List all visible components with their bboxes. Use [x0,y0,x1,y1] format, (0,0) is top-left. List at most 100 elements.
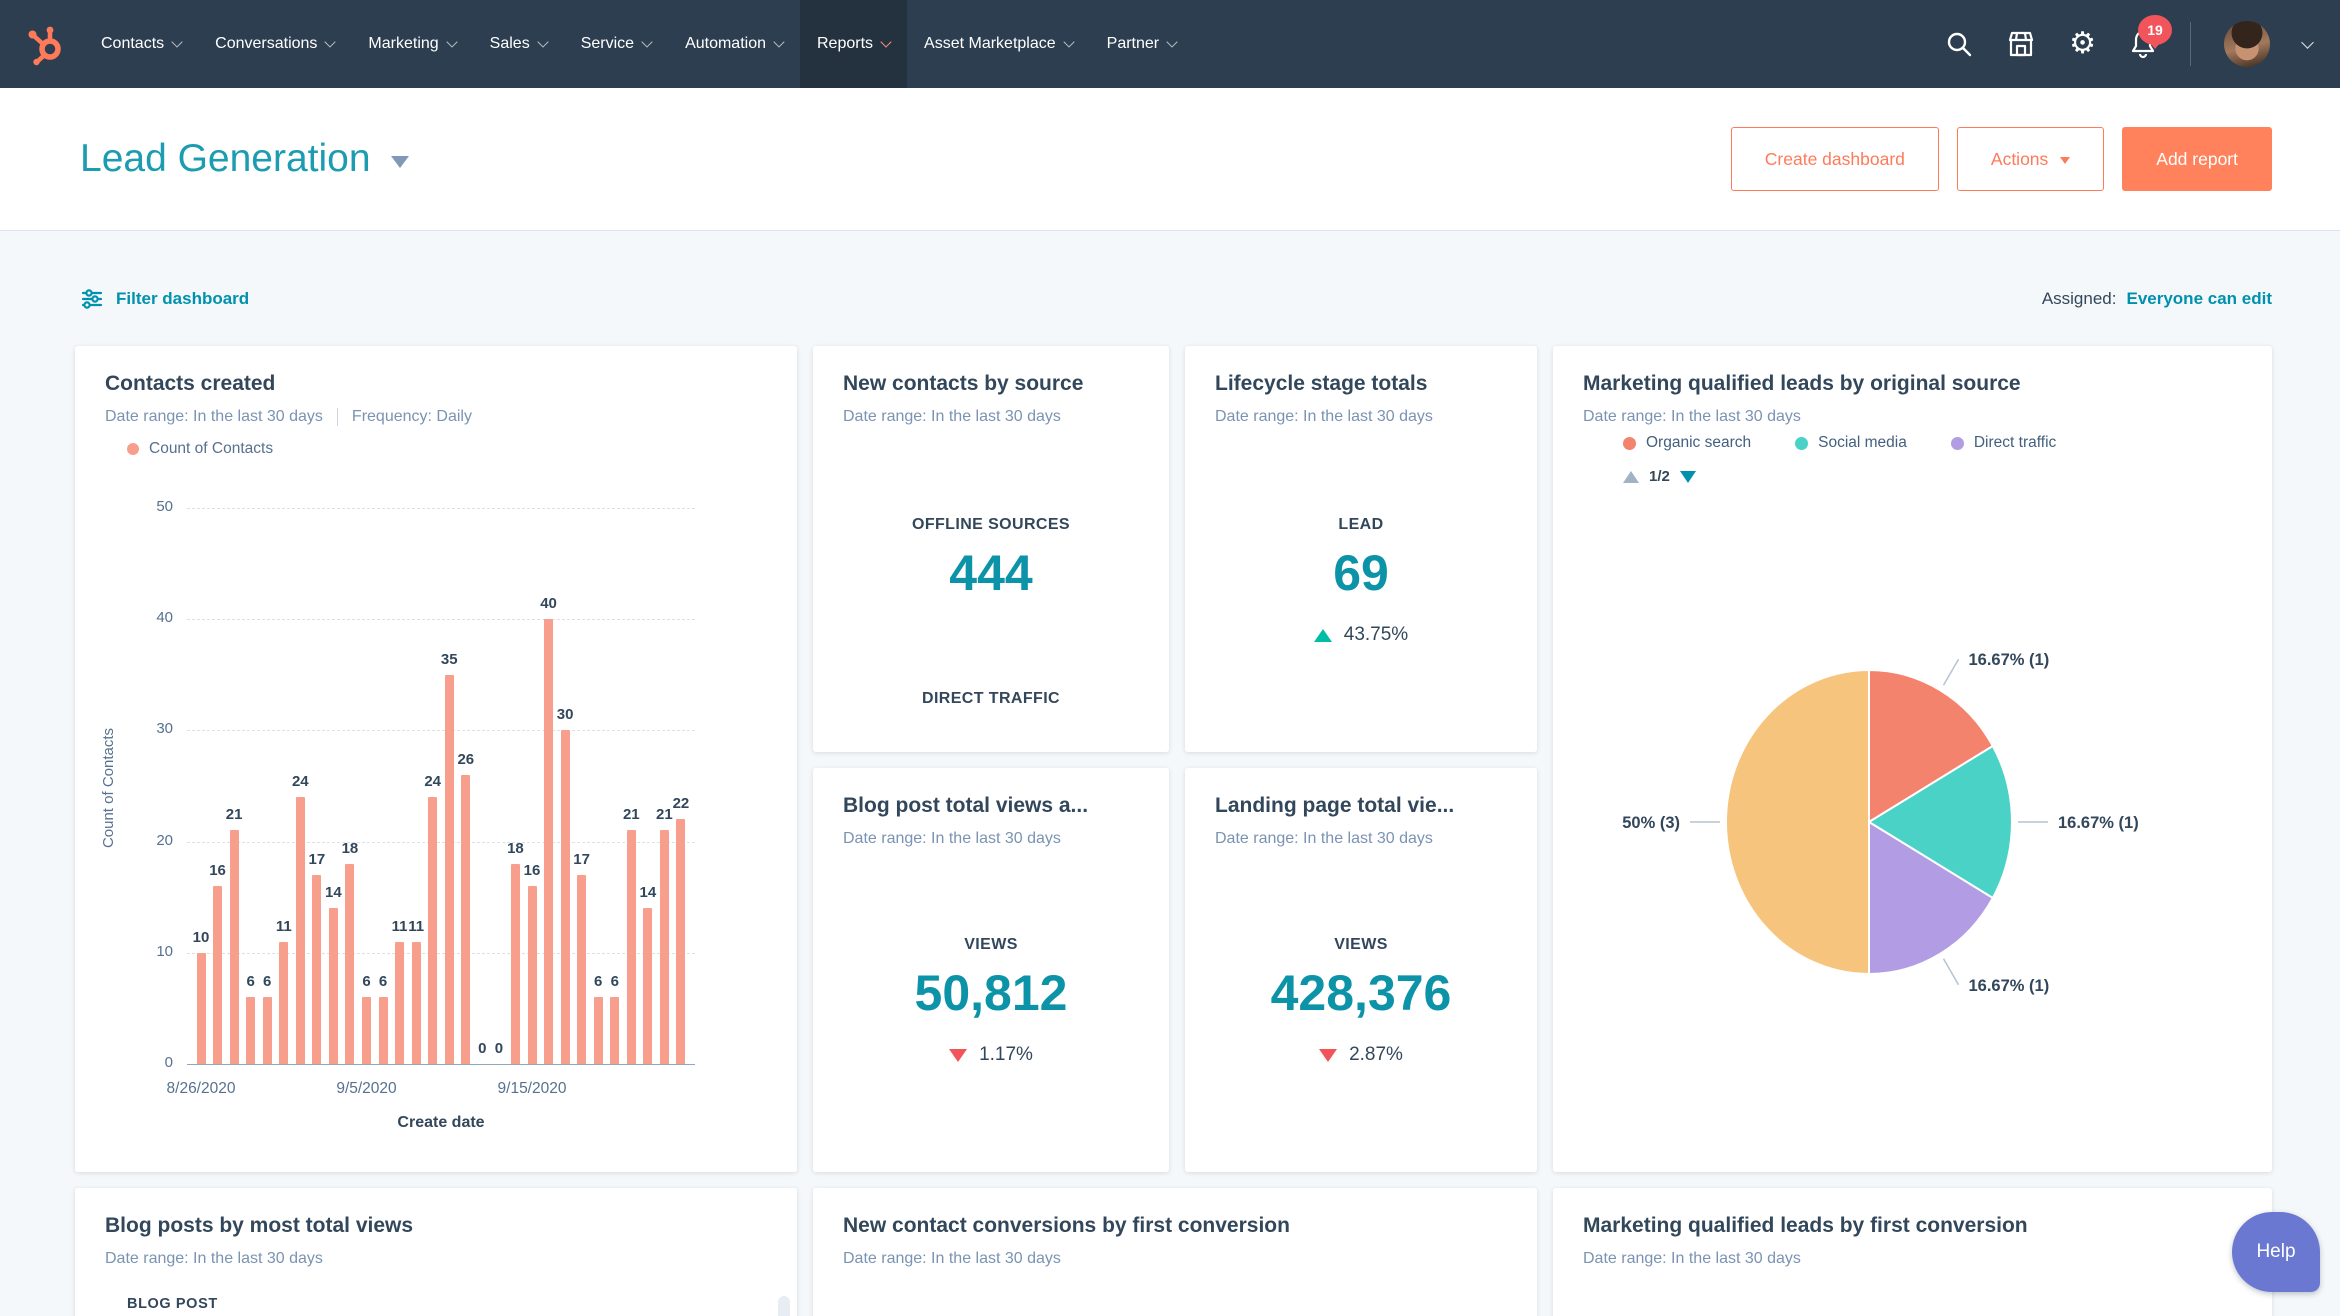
bar[interactable] [295,797,305,1064]
bar[interactable] [527,886,537,1064]
nav-item-sales[interactable]: Sales [473,0,564,88]
nav-item-partner[interactable]: Partner [1090,0,1193,88]
bar[interactable] [577,874,587,1064]
gridline [187,841,695,843]
bar[interactable] [328,908,338,1064]
bar[interactable] [560,730,570,1064]
bar[interactable] [659,830,669,1064]
nav-item-automation[interactable]: Automation [668,0,800,88]
legend-item[interactable]: Direct traffic [1950,434,2056,452]
bar[interactable] [626,830,636,1064]
bar-value-label: 40 [540,595,557,613]
notifications-bell-icon[interactable]: 19 [2129,15,2172,59]
bar[interactable] [246,997,256,1064]
bar[interactable] [444,674,454,1064]
bar[interactable] [378,997,388,1064]
stat-value: 50,812 [914,965,1068,1021]
pie-slice[interactable] [1867,744,2013,900]
bar[interactable] [411,941,421,1064]
nav-item-service[interactable]: Service [564,0,668,88]
pie-slice[interactable] [1725,668,1870,976]
bar-value-label: 24 [291,773,309,791]
bar-value-label: 24 [424,773,442,791]
stat-label: DIRECT TRAFFIC [921,690,1061,707]
bar[interactable] [229,830,239,1064]
nav-item-reports[interactable]: Reports [800,0,908,88]
search-icon[interactable] [1945,30,1973,58]
assigned-permission-link[interactable]: Everyone can edit [2126,289,2272,308]
chevron-down-icon [880,35,892,48]
bar[interactable] [593,997,603,1064]
bar[interactable] [213,886,223,1064]
date-range-label: Date range: In the last 30 days [843,830,1061,847]
stat-value: 444 [949,545,1033,601]
bar-value-label: 22 [672,795,690,813]
bar[interactable] [312,874,322,1064]
card-scrollbar[interactable] [778,1296,790,1316]
legend-page-up-icon[interactable] [1623,470,1639,483]
legend-item[interactable]: Organic search [1623,434,1751,452]
card-lifecycle-stage-totals: Lifecycle stage totals Date range: In th… [1185,346,1537,752]
account-chevron-down-icon[interactable] [2301,35,2314,49]
bar-value-label: 11 [391,917,408,935]
pie-slice-label: 16.67% (1) [1969,651,2050,669]
delta-value: 1.17% [979,1044,1033,1065]
bar[interactable] [676,819,686,1064]
nav-item-conversations[interactable]: Conversations [198,0,351,88]
bar[interactable] [262,997,272,1064]
bar[interactable] [345,863,355,1064]
card-new-contacts-by-source: New contacts by source Date range: In th… [813,346,1169,752]
report-title[interactable]: Blog posts by most total views [105,1214,414,1237]
stat-label: VIEWS [964,936,1018,953]
bar[interactable] [510,863,520,1064]
actions-caret-down-icon [2060,156,2071,164]
legend-page-down-icon[interactable] [1679,470,1696,483]
bar[interactable] [279,941,289,1064]
filter-dashboard-button[interactable]: Filter dashboard [80,287,249,311]
stat-label: LEAD [1338,516,1384,533]
report-title[interactable]: Landing page total vie... [1215,794,1455,817]
bar[interactable] [196,952,206,1064]
bar[interactable] [428,797,438,1064]
date-range-label: Date range: In the last 30 days [843,408,1061,425]
bar[interactable] [610,997,620,1064]
report-title[interactable]: New contacts by source [843,372,1084,395]
pie-slice[interactable] [1868,820,1995,976]
chevron-down-icon [773,35,785,48]
report-title[interactable]: Lifecycle stage totals [1215,372,1428,395]
create-dashboard-button[interactable]: Create dashboard [1730,127,1939,191]
bar[interactable] [643,908,653,1064]
nav-item-asset-marketplace[interactable]: Asset Marketplace [907,0,1090,88]
actions-button[interactable]: Actions [1956,127,2105,191]
bar[interactable] [362,997,371,1064]
nav-item-label: Conversations [215,35,318,52]
delta-value: 43.75% [1343,624,1409,645]
chevron-down-icon [171,35,183,48]
report-title[interactable]: Marketing qualified leads by original so… [1583,372,2021,395]
pie-slice[interactable] [1868,668,1995,824]
chevron-down-icon [641,35,653,48]
add-report-button[interactable]: Add report [2122,127,2272,191]
top-navigation-bar: Contacts Conversations Marketing Sales Servi… [0,0,2340,88]
dashboard-title-select[interactable]: Lead Generation [80,137,409,181]
legend-label: Social media [1818,434,1907,451]
nav-item-marketing[interactable]: Marketing [351,0,472,88]
bar[interactable] [461,774,471,1064]
settings-gear-icon[interactable]: ⚙ [2069,27,2096,60]
report-title[interactable]: Contacts created [105,372,276,395]
help-button[interactable]: Help [2232,1212,2320,1292]
legend-item[interactable]: Social media [1795,434,1907,452]
bar-value-label: 21 [622,806,640,824]
gridline [187,619,695,621]
bar[interactable] [395,941,405,1064]
stat-value: 69 [1333,545,1389,601]
bar[interactable] [544,619,554,1064]
marketplace-icon[interactable] [2006,30,2036,58]
date-range-label: Date range: In the last 30 days [105,408,323,425]
user-avatar[interactable] [2224,21,2270,67]
nav-item-contacts[interactable]: Contacts [84,0,198,88]
report-title[interactable]: Blog post total views a... [843,794,1089,817]
report-title[interactable]: New contact conversions by first convers… [843,1214,1290,1237]
report-title[interactable]: Marketing qualified leads by first conve… [1583,1214,2028,1237]
hubspot-logo-icon[interactable] [24,22,68,66]
